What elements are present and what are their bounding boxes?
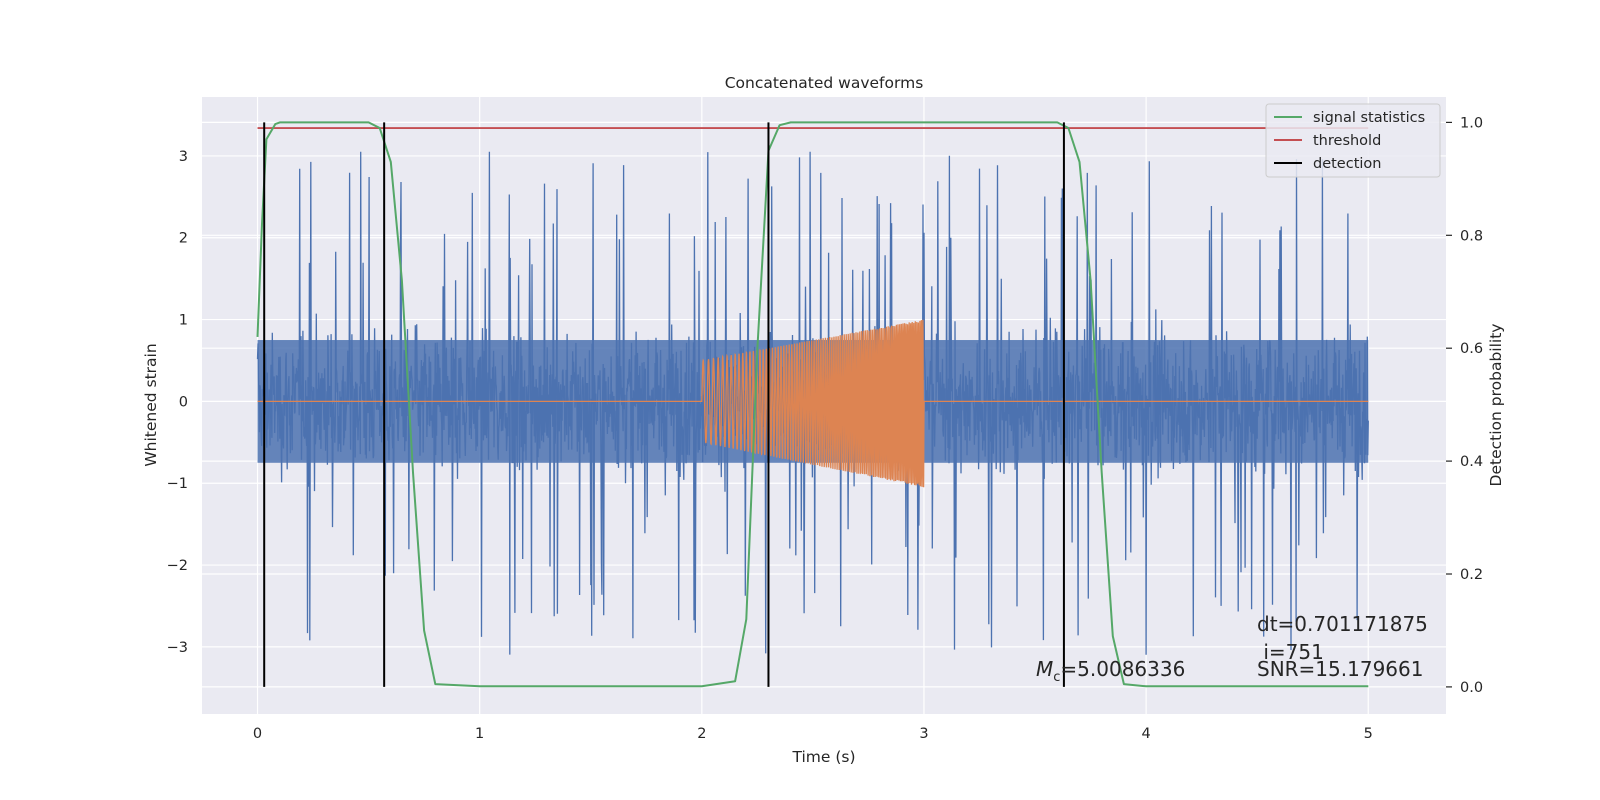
y-right-tick-label: 0.4	[1460, 454, 1483, 470]
x-tick-label: 5	[1364, 726, 1373, 742]
y-tick-label: 1	[179, 313, 188, 329]
y-right-tick-label: 0.0	[1460, 680, 1483, 696]
legend-box	[1265, 103, 1441, 178]
injection-series	[257, 319, 1369, 488]
legend-label-threshold: threshold	[1313, 133, 1381, 149]
x-tick-label: 4	[1141, 726, 1150, 742]
y-right-tick-label: 0.6	[1460, 341, 1483, 357]
signal-statistics-line	[256, 121, 1369, 688]
chart-title: Concatenated waveforms	[725, 74, 924, 92]
y-right-tick-label: 0.2	[1460, 567, 1483, 583]
y-axis-ticks: −3 −2 −1 0 1 2 3	[167, 149, 188, 656]
x-tick-label: 2	[697, 726, 706, 742]
annotations: dt=0.701171875 i=751 Mc=5.0086336 SNR=15…	[1036, 612, 1428, 685]
y-tick-label: −1	[167, 476, 188, 492]
annotation-i: i=751	[1257, 640, 1324, 664]
plot-area	[256, 121, 1369, 688]
x-tick-label: 3	[919, 726, 928, 742]
y-tick-label: 0	[179, 394, 188, 410]
y-tick-label: −3	[167, 640, 188, 656]
x-tick-label: 1	[475, 726, 484, 742]
annotation-chirp-mass: Mc=5.0086336	[1036, 657, 1185, 685]
x-axis-ticks: 0 1 2 3 4 5	[253, 726, 1373, 742]
chirp-mass-symbol: M	[1036, 657, 1053, 681]
legend: signal statistics threshold detection	[1265, 103, 1441, 178]
legend-label-signal-statistics: signal statistics	[1313, 110, 1425, 126]
chirp-mass-subscript: c	[1053, 670, 1060, 685]
annotation-dt: dt=0.701171875	[1257, 612, 1428, 636]
y-right-tick-label: 0.8	[1460, 228, 1483, 244]
y-tick-label: 3	[179, 149, 188, 165]
x-tick-label: 0	[253, 726, 262, 742]
legend-label-detection: detection	[1313, 156, 1381, 172]
x-axis-label: Time (s)	[791, 748, 855, 766]
y-tick-label: −2	[167, 558, 188, 574]
right-y-axis-ticks: 0.0 0.2 0.4 0.6 0.8 1.0	[1446, 115, 1483, 696]
chirp-mass-value: =5.0086336	[1060, 657, 1185, 681]
y-tick-label: 2	[179, 231, 188, 247]
y-axis-label: Whitened strain	[142, 343, 160, 466]
y-right-tick-label: 1.0	[1460, 115, 1483, 131]
annotation-snr: SNR=15.179661	[1257, 657, 1423, 681]
right-y-axis-label: Detection probability	[1487, 324, 1505, 487]
